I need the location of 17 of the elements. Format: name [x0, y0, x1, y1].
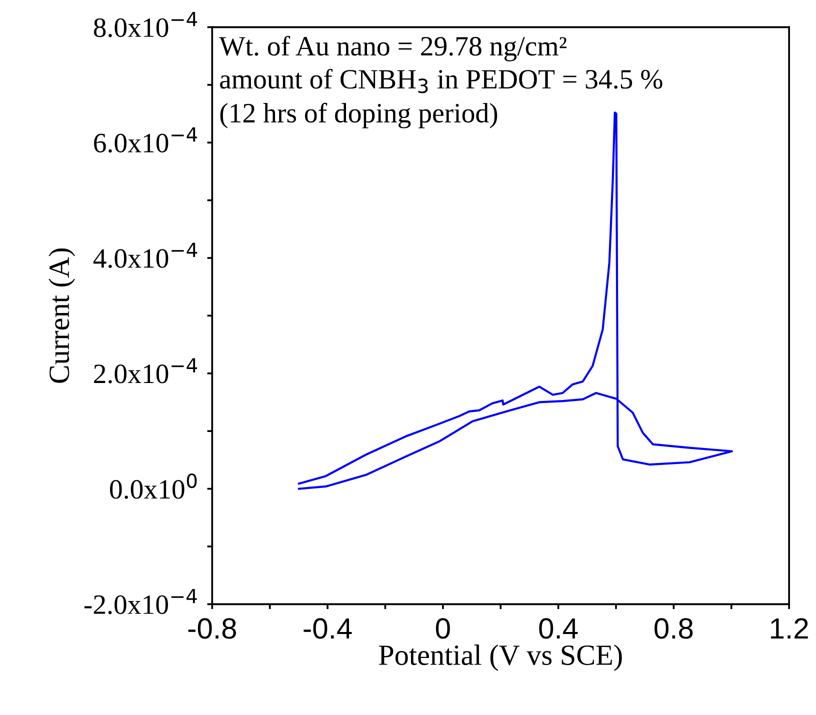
x-tick-label: 0.8 [654, 618, 693, 639]
y-tick-label: 0.0x10$^{0}$ [110, 473, 197, 499]
y-tick-label: 6.0x10$^{−4}$ [94, 127, 198, 153]
y-tick-label: 4.0x10$^{−4}$ [93, 242, 198, 268]
annotation: (12 hrs of doping period) [220, 102, 498, 128]
y-tick-label: 2.0x10$^{−4}$ [94, 358, 198, 384]
x-tick-label: 1.2 [771, 618, 808, 639]
x-tick-label: -0.8 [188, 618, 236, 639]
x-tick-label: 0 [436, 618, 450, 639]
x-tick-label: -0.4 [304, 618, 352, 639]
y-tick-label: 8.0x10$^{−4}$ [94, 12, 198, 38]
annotation: amount of CNBH$_{3}$ in PEDOT = 34.5 % [220, 68, 662, 94]
y-axis-title: Current (A) [48, 248, 76, 383]
x-tick-label: 0.4 [539, 618, 578, 639]
annotation: Wt. of Au nano = 29.78 ng/cm² [219, 36, 566, 62]
x-axis-title: Potential (V vs SCE) [378, 644, 622, 672]
y-tick-label: -2.0x10$^{−4}$ [84, 588, 197, 614]
